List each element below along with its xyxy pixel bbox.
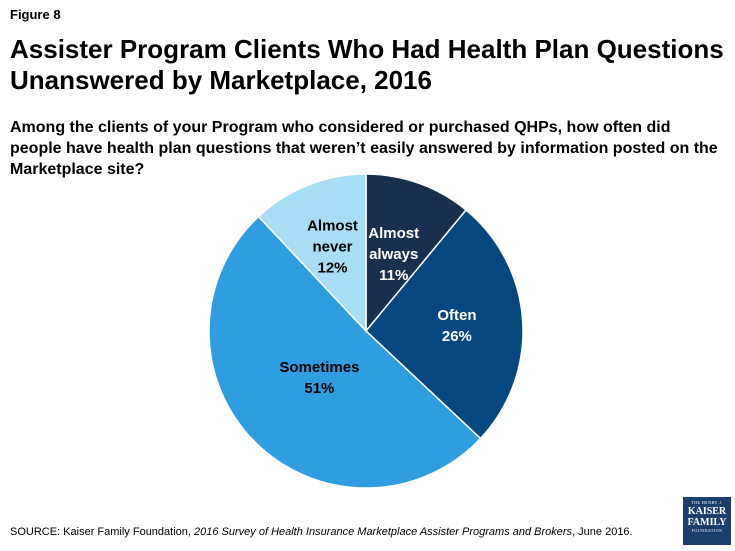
pie-slice: [364, 208, 524, 440]
pie-slice: [365, 173, 468, 334]
slice-category-label: always: [369, 246, 418, 263]
slice-category-label: never: [312, 238, 352, 255]
source-suffix: , June 2016.: [572, 526, 633, 538]
slice-category-label: Almost: [307, 217, 358, 234]
slice-value-label: 12%: [317, 259, 347, 276]
slice-category-label: Almost: [368, 225, 419, 242]
slice-label: Almost always 11%: [368, 225, 419, 284]
slice-category-label: Often: [437, 307, 476, 324]
source-italic: 2016 Survey of Health Insurance Marketpl…: [194, 526, 573, 538]
source-prefix: SOURCE: Kaiser Family Foundation,: [10, 526, 195, 538]
slice-value-label: 51%: [304, 380, 334, 397]
chart-title: Assister Program Clients Who Had Health …: [10, 34, 724, 95]
logo-line-1: THE HENRY J.: [691, 500, 723, 505]
chart-subtitle: Among the clients of your Program who co…: [10, 119, 718, 178]
slice-value-label: 11%: [379, 267, 408, 284]
slice-label: Almost never 12%: [307, 217, 358, 276]
slice-category-label: Sometimes: [279, 359, 359, 376]
figure-label: Figure 8: [10, 7, 61, 22]
pie-slice: [208, 215, 482, 489]
slice-label: Often 26%: [437, 307, 476, 345]
slice-label: Sometimes 51%: [279, 359, 359, 397]
kff-logo: THE HENRY J. KAISER FAMILY FOUNDATION: [683, 497, 731, 545]
logo-line-3: FAMILY: [687, 517, 727, 528]
logo-line-4: FOUNDATION: [691, 528, 723, 533]
logo-line-2: KAISER: [687, 506, 727, 517]
source-note: SOURCE: Kaiser Family Foundation, 2016 S…: [10, 526, 633, 538]
slice-value-label: 26%: [442, 328, 472, 345]
pie-slice: [257, 173, 367, 333]
